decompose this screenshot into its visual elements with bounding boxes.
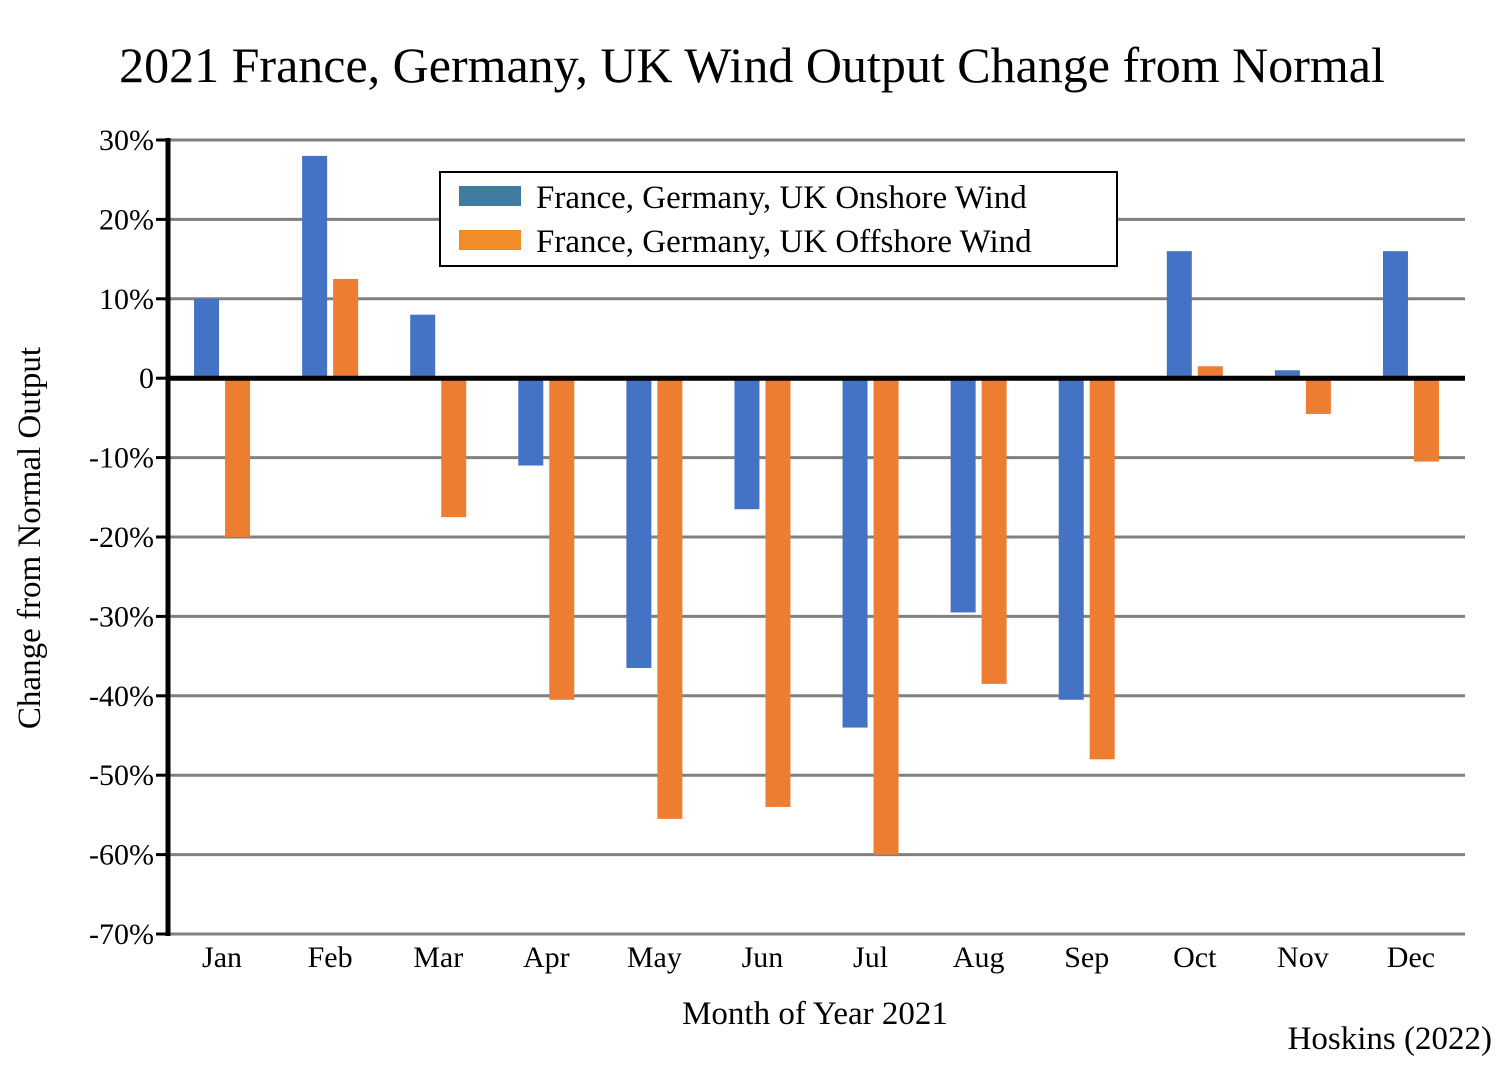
y-tick-label: 0	[139, 362, 154, 395]
bar-offshore-feb	[333, 278, 359, 379]
legend-swatch-onshore	[459, 186, 521, 206]
y-tick-label: -40%	[89, 680, 154, 713]
x-tick-label: Mar	[413, 941, 463, 974]
y-tick-label: -70%	[89, 918, 154, 951]
bar-onshore-jan	[194, 298, 220, 379]
x-tick-label: Jan	[202, 941, 242, 974]
bar-onshore-apr	[518, 378, 544, 466]
legend-label-offshore: France, Germany, UK Offshore Wind	[536, 224, 1032, 260]
bar-offshore-aug	[981, 378, 1007, 684]
gridlines	[168, 138, 1465, 936]
legend: France, Germany, UK Onshore Wind France,…	[439, 171, 1118, 267]
bar-offshore-sep	[1089, 378, 1115, 760]
bar-onshore-jun	[734, 378, 760, 510]
x-tick-label: Nov	[1277, 941, 1329, 974]
y-axis-label: Change from Normal Output	[12, 347, 48, 729]
bars	[194, 155, 1439, 855]
bar-onshore-oct	[1166, 251, 1192, 379]
x-tick-label: Oct	[1173, 941, 1217, 974]
x-axis-ticks: Jan Feb Mar Apr May Jun Jul Aug Sep Oct Nov Dec	[202, 941, 1435, 974]
y-axis-ticks: 30% 20% 10% 0 -10% -20% -30% -40% -50% -60% -70%	[89, 124, 168, 951]
y-tick-label: -30%	[89, 600, 154, 633]
y-tick-label: 30%	[99, 124, 154, 157]
bar-offshore-jul	[873, 378, 899, 855]
bar-onshore-may	[626, 378, 652, 669]
bar-onshore-aug	[950, 378, 976, 613]
bar-onshore-jul	[842, 378, 868, 728]
bar-offshore-may	[657, 378, 683, 819]
y-tick-label: -10%	[89, 442, 154, 475]
x-tick-label: Feb	[308, 941, 353, 974]
x-tick-label: Aug	[953, 941, 1005, 974]
x-axis-label: Month of Year 2021	[682, 996, 948, 1032]
x-tick-label: Jun	[742, 941, 784, 974]
legend-label-onshore: France, Germany, UK Onshore Wind	[536, 180, 1027, 216]
bar-onshore-dec	[1382, 251, 1408, 379]
bar-offshore-nov	[1305, 378, 1331, 414]
legend-swatch-offshore	[459, 230, 521, 250]
bar-offshore-apr	[549, 378, 575, 700]
bar-onshore-nov	[1274, 370, 1300, 379]
x-tick-label: Apr	[523, 941, 570, 974]
source-credit: Hoskins (2022)	[1288, 1021, 1492, 1057]
x-tick-label: Sep	[1064, 941, 1109, 974]
y-tick-label: 10%	[99, 283, 154, 316]
x-tick-label: May	[627, 941, 682, 974]
bar-onshore-feb	[302, 155, 328, 379]
x-tick-label: Jul	[853, 941, 888, 974]
bar-offshore-mar	[441, 378, 467, 518]
y-tick-label: -20%	[89, 521, 154, 554]
y-tick-label: 20%	[99, 203, 154, 236]
y-tick-label: -60%	[89, 839, 154, 872]
bar-offshore-jun	[765, 378, 791, 807]
y-tick-label: -50%	[89, 759, 154, 792]
x-tick-label: Dec	[1387, 941, 1435, 974]
legend-box	[439, 171, 1118, 267]
bar-offshore-dec	[1413, 378, 1439, 462]
bar-offshore-oct	[1197, 366, 1223, 379]
bar-offshore-jan	[225, 378, 251, 537]
chart-title: 2021 France, Germany, UK Wind Output Cha…	[119, 37, 1385, 93]
bar-onshore-sep	[1058, 378, 1084, 700]
bar-onshore-mar	[410, 314, 436, 379]
